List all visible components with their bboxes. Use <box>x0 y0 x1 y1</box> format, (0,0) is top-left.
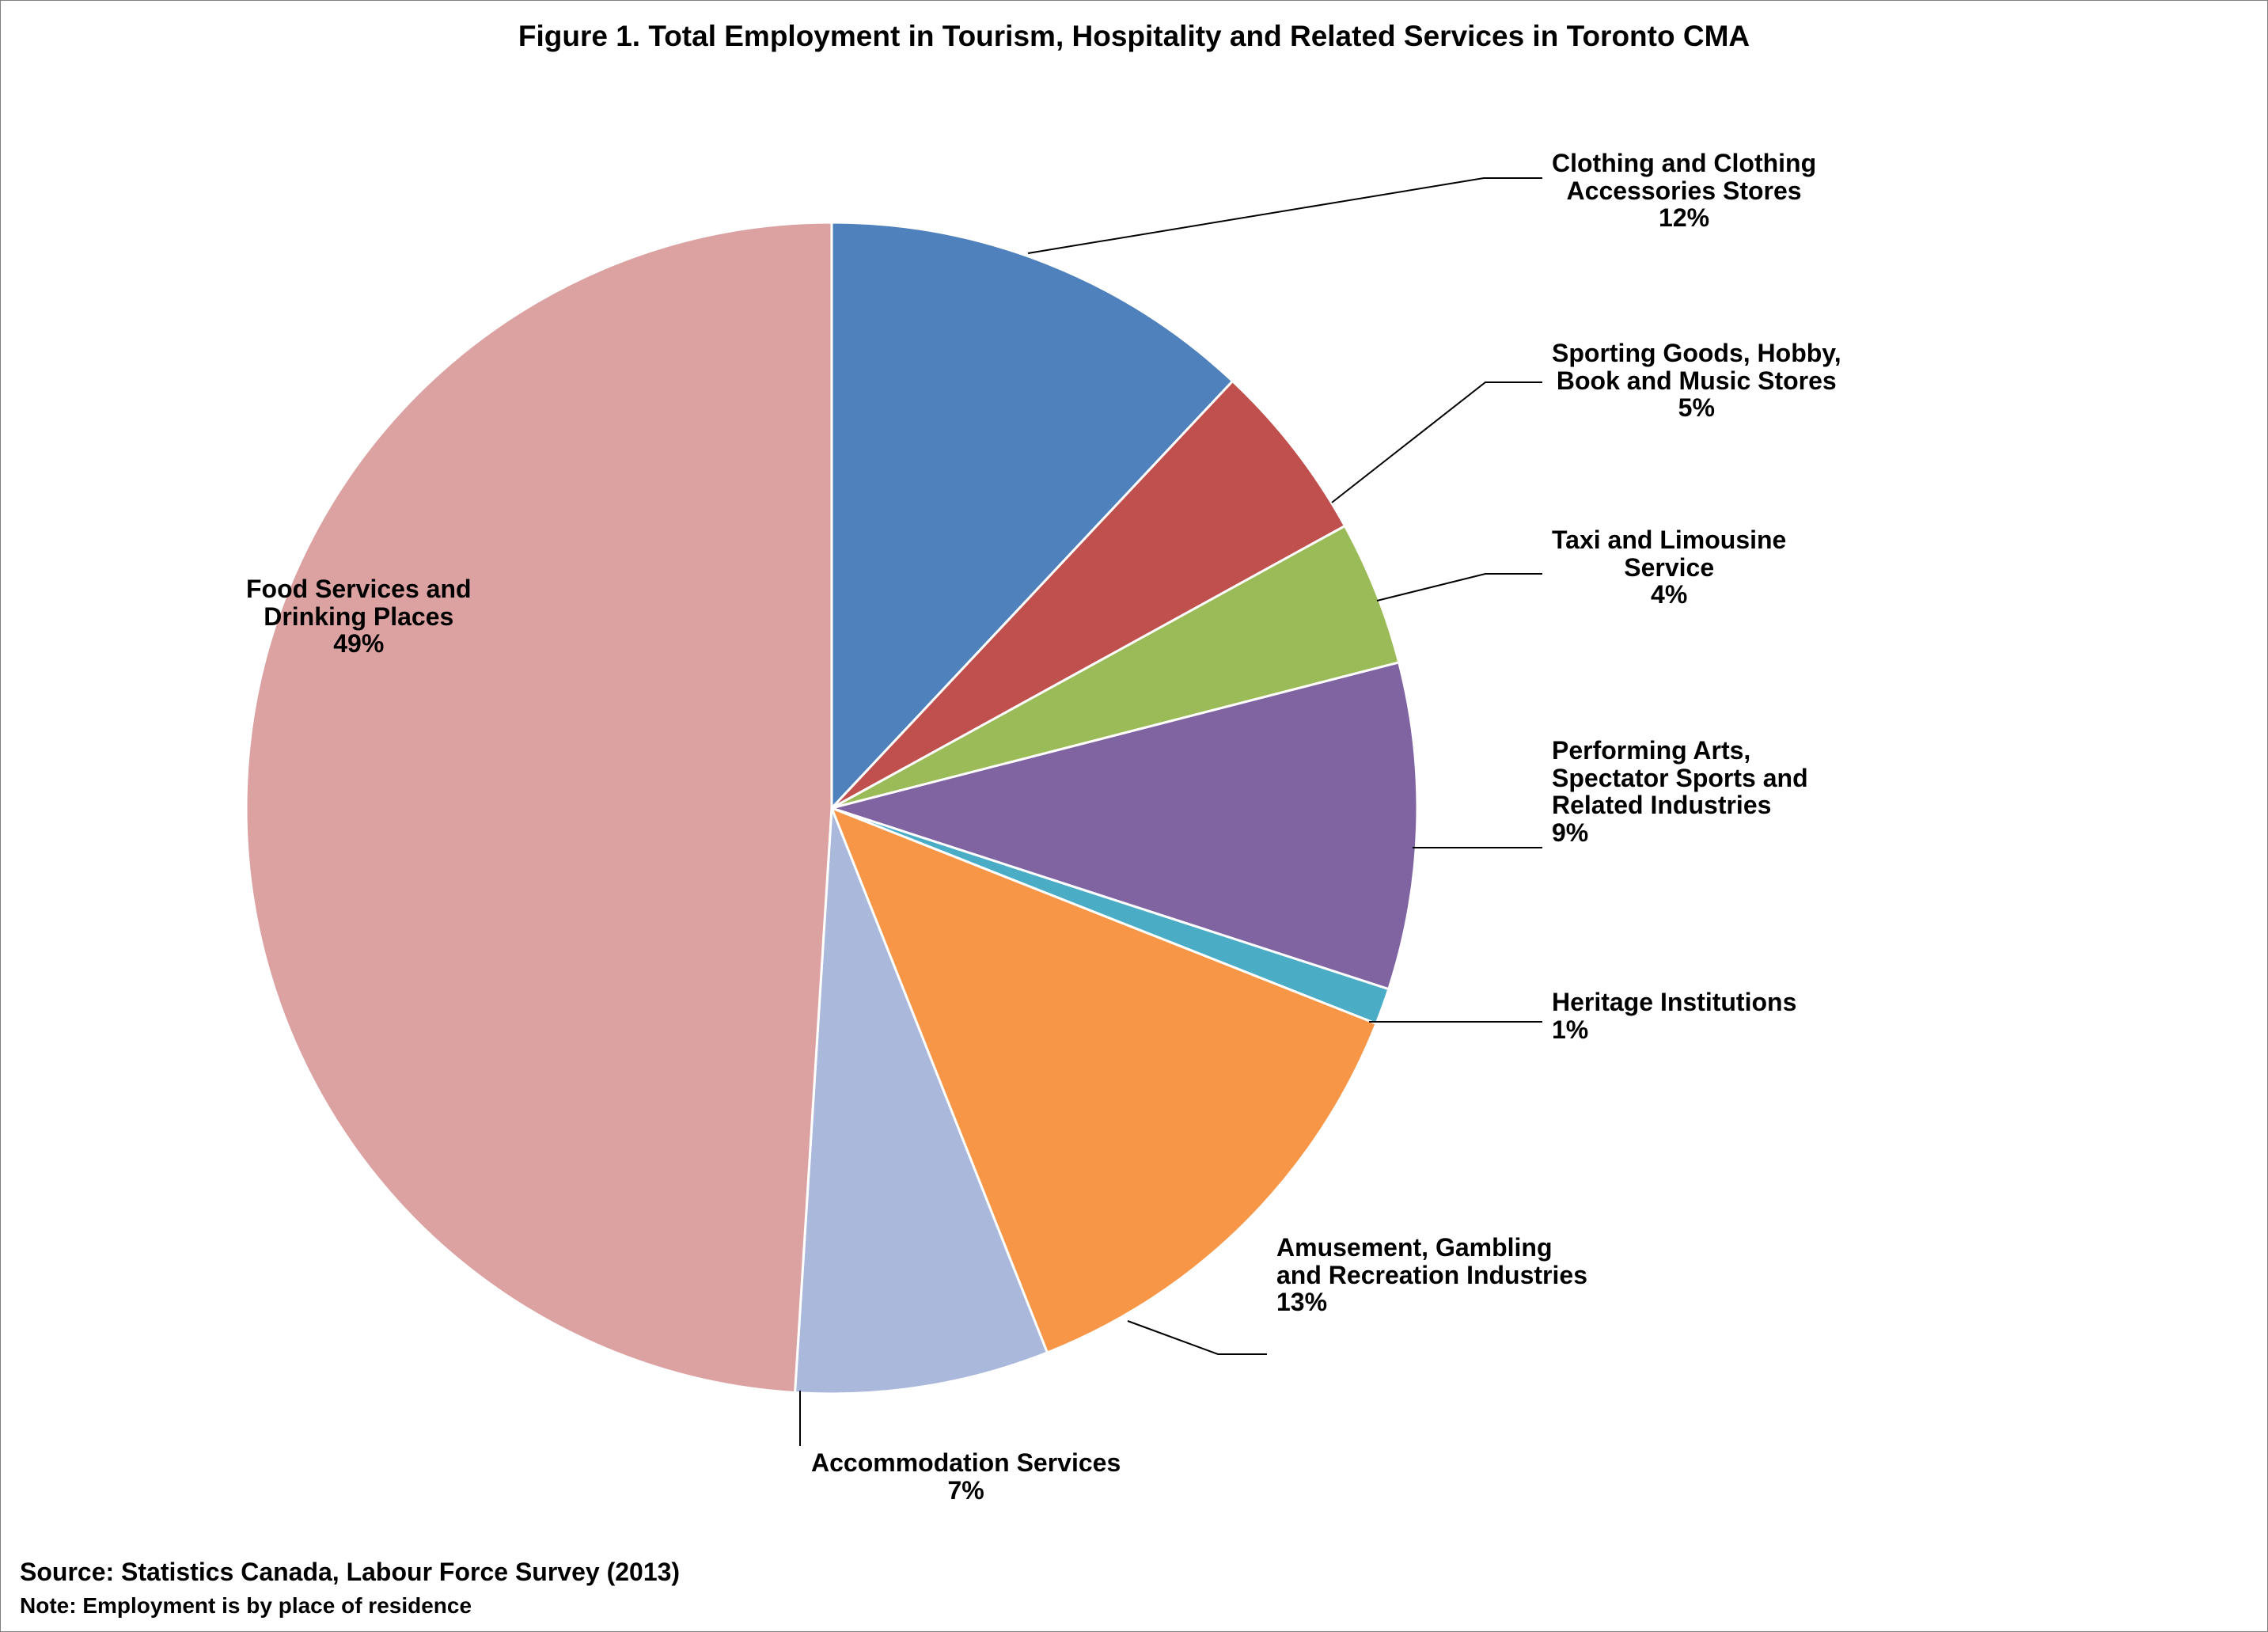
slice-label: Accommodation Services 7% <box>811 1449 1121 1504</box>
slice-label: Performing Arts, Spectator Sports and Re… <box>1552 737 1808 846</box>
slice-label: Food Services and Drinking Places 49% <box>246 575 472 658</box>
leader-line <box>1028 178 1542 253</box>
leader-line <box>1128 1321 1267 1354</box>
source-text: Source: Statistics Canada, Labour Force … <box>20 1558 680 1587</box>
slice-label: Taxi and Limousine Service 4% <box>1552 526 1786 609</box>
note-text: Note: Employment is by place of residenc… <box>20 1593 472 1619</box>
leader-line <box>1377 574 1542 601</box>
slice-label: Amusement, Gambling and Recreation Indus… <box>1276 1234 1587 1316</box>
chart-frame: Figure 1. Total Employment in Tourism, H… <box>0 0 2268 1632</box>
pie-chart-svg <box>1 1 2268 1632</box>
slice-label: Clothing and Clothing Accessories Stores… <box>1552 150 1816 232</box>
pie-slice <box>246 222 832 1393</box>
slice-label: Sporting Goods, Hobby, Book and Music St… <box>1552 340 1841 422</box>
leader-line <box>1332 382 1542 503</box>
slice-label: Heritage Institutions 1% <box>1552 989 1796 1043</box>
